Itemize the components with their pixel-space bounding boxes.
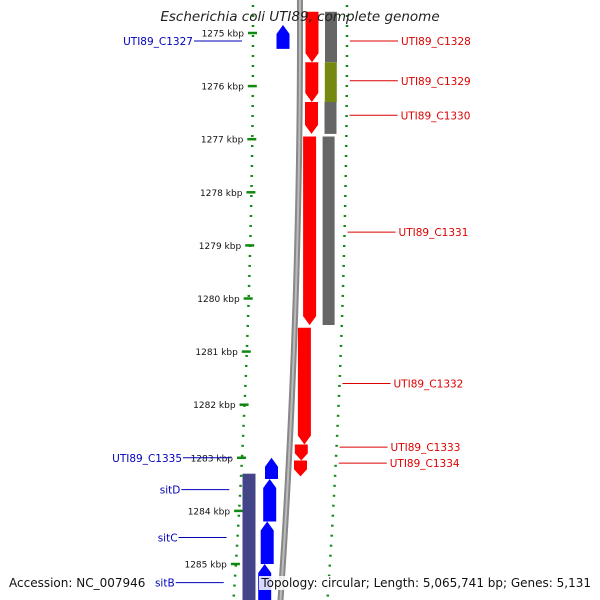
tick-label: 1283 kbp [191, 454, 234, 464]
tick-label: 1281 kbp [195, 348, 238, 358]
feature-block [324, 102, 337, 134]
tick-label: 1278 kbp [200, 189, 243, 199]
gene-forward [294, 460, 307, 477]
gene-forward [297, 327, 311, 445]
tick-label: 1285 kbp [184, 561, 227, 571]
tick-label: 1276 kbp [201, 83, 244, 93]
gene-label: UTI89_C1328 [401, 36, 471, 48]
feature-block-reverse [242, 473, 256, 600]
accession-label: Accession: NC_007946 [7, 576, 148, 590]
gene-forward [294, 444, 308, 461]
gene-label: UTI89_C1333 [391, 442, 461, 454]
feature-block [325, 11, 337, 63]
gene-forward [305, 11, 319, 63]
dotted-guide-left [232, 0, 255, 600]
genome-summary: Topology: circular; Length: 5,065,741 bp… [259, 576, 593, 590]
gene-reverse [260, 521, 274, 564]
gene-forward [305, 102, 318, 134]
gene-reverse [265, 457, 278, 479]
tick-label: 1275 kbp [202, 30, 245, 40]
gene-forward [303, 136, 317, 326]
tick-label: 1277 kbp [201, 136, 244, 146]
gene-reverse [276, 25, 290, 49]
gene-label: UTI89_C1329 [401, 76, 471, 88]
gene-label: UTI89_C1330 [401, 110, 471, 122]
gene-label: sitC [158, 532, 178, 544]
tick-label: 1284 kbp [188, 507, 231, 517]
gene-label: UTI89_C1332 [394, 378, 464, 390]
gene-label: sitD [160, 485, 181, 497]
gene-label: UTI89_C1334 [390, 458, 460, 470]
genome-backbone [277, 0, 303, 600]
feature-block [322, 136, 335, 325]
dotted-guide-right [326, 0, 349, 600]
tick-label: 1279 kbp [199, 242, 242, 252]
map-title: Escherichia coli UTI89, complete genome [160, 9, 440, 25]
tick-label: 1280 kbp [197, 295, 240, 305]
genome-backbone-highlight [279, 0, 301, 600]
gene-label: UTI89_C1331 [399, 227, 469, 239]
tick-label: 1282 kbp [193, 401, 236, 411]
gene-reverse [263, 479, 277, 522]
gene-label: sitB [155, 578, 175, 590]
feature-block [324, 62, 337, 102]
gene-label: UTI89_C1335 [112, 453, 182, 465]
gene-forward [305, 62, 319, 102]
gene-label: UTI89_C1327 [123, 36, 193, 48]
